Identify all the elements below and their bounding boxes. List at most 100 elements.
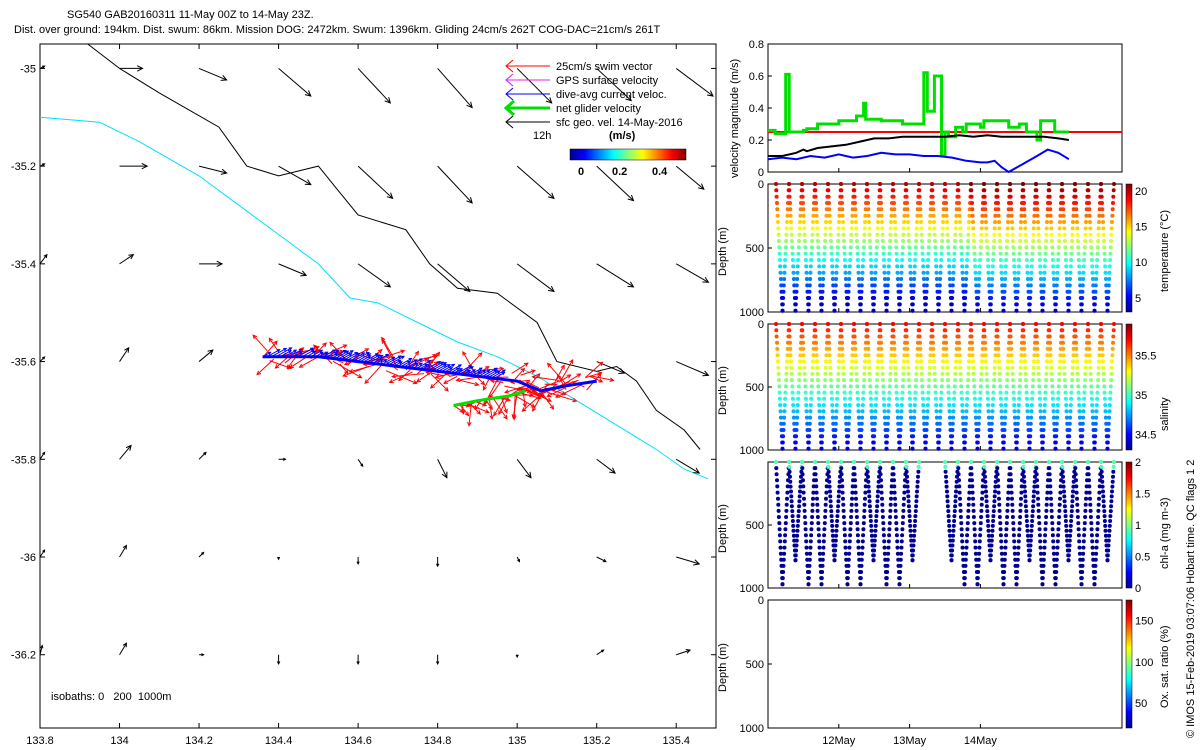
profile-point [867, 226, 872, 231]
profile-point [997, 508, 1002, 513]
profile-point [989, 538, 994, 543]
profile-point [819, 582, 824, 587]
profile-point [1043, 251, 1048, 256]
profile-point [944, 213, 949, 218]
profile-point [811, 496, 815, 501]
profile-point [934, 270, 939, 275]
profile-point [941, 213, 946, 218]
y-tick-label: 500 [746, 520, 764, 532]
profile-point [1017, 533, 1022, 538]
profile-point [958, 226, 963, 231]
profile-point [1093, 428, 1098, 432]
profile-point [858, 440, 863, 445]
profile-point [845, 302, 850, 307]
profile-point [1077, 264, 1082, 269]
profile-point [789, 371, 794, 376]
profile-point [945, 365, 950, 370]
profile-point [843, 409, 848, 414]
profile-point [884, 308, 889, 313]
profile-point [795, 533, 800, 538]
profile-point [976, 421, 981, 426]
profile-point [794, 434, 799, 439]
profile-point [820, 428, 825, 432]
profile-point [957, 213, 962, 218]
profile-point [1069, 390, 1074, 395]
profile-point [803, 527, 808, 532]
profile-point [1047, 466, 1052, 471]
profile-point [1075, 239, 1080, 243]
profile-point [833, 548, 838, 553]
profile-point [915, 489, 919, 494]
profile-point [875, 226, 880, 231]
sfc-vector [675, 458, 701, 474]
profile-point [1021, 194, 1026, 199]
profile-point [774, 328, 779, 333]
profile-point [1075, 371, 1080, 376]
profile-point [790, 258, 795, 262]
profile-point [972, 521, 977, 526]
y-tick-label: 0.8 [749, 39, 764, 51]
profile-point [937, 289, 942, 294]
profile-point [807, 421, 812, 426]
profile-point [781, 428, 786, 432]
profile-point [809, 245, 814, 250]
profile-point [875, 232, 880, 237]
profile-point [1083, 378, 1088, 383]
sfc-vector [40, 451, 46, 460]
x-tick-label: 13May [893, 735, 927, 747]
profile-point [1045, 213, 1050, 218]
profile-point [782, 277, 787, 281]
sfc-vector [198, 451, 207, 460]
profile-point [899, 539, 904, 544]
profile-point [1075, 515, 1080, 519]
profile-point [947, 523, 952, 528]
y-tick-label: 1000 [740, 445, 764, 457]
profile-point [990, 403, 995, 408]
dac-vector [490, 369, 507, 379]
profile-point [978, 390, 983, 395]
profile-point [947, 528, 952, 533]
profile-point [1093, 434, 1098, 439]
profile-point [1031, 371, 1036, 376]
profile-point [1080, 563, 1085, 568]
profile-point [1045, 496, 1049, 501]
profile-point [854, 226, 859, 231]
profile-point [1030, 396, 1035, 401]
profile-point [813, 334, 818, 339]
profile-point [1037, 533, 1042, 538]
profile-point [998, 384, 1003, 389]
profile-point [969, 322, 973, 326]
profile-point [839, 188, 844, 193]
profile-point [956, 472, 961, 477]
profile-point [827, 213, 832, 218]
profile-point [997, 232, 1002, 237]
profile-point [822, 384, 827, 389]
profile-point [841, 239, 846, 243]
swim-vector [489, 378, 504, 384]
profile-point [885, 283, 890, 288]
profile-point [927, 239, 932, 243]
profile-point [1109, 378, 1114, 383]
profile-point [899, 270, 904, 275]
profile-point [886, 415, 891, 420]
profile-point [833, 434, 838, 439]
profile-point [996, 207, 1001, 212]
profile-point [888, 365, 893, 370]
profile-point [1036, 378, 1041, 383]
profile-point [905, 201, 909, 205]
profile-point [869, 528, 874, 533]
dac-vector [372, 353, 390, 364]
profile-point [1061, 213, 1066, 218]
profile-point [902, 359, 906, 364]
profile-point [966, 371, 971, 376]
profile-point [784, 378, 789, 383]
profile-point [802, 365, 807, 370]
profile-point [1047, 188, 1052, 193]
colorbar-title: (m/s) [609, 130, 636, 142]
profile-point [1014, 440, 1019, 445]
profile-point [939, 258, 944, 262]
profile-point [816, 384, 821, 389]
profile-point [1105, 302, 1110, 307]
profile-point [985, 384, 990, 389]
